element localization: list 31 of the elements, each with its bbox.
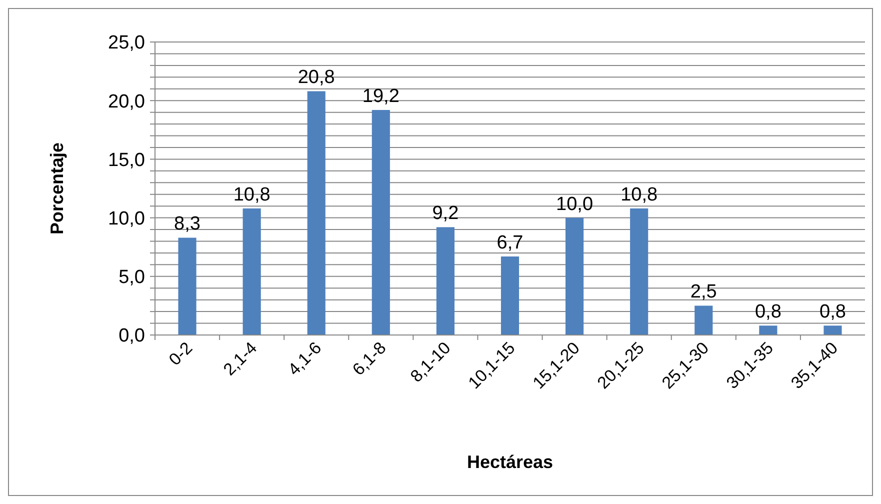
- data-label: 10,8: [233, 184, 270, 206]
- x-axis-title: Hectáreas: [466, 452, 554, 472]
- y-tick-label: 0,0: [118, 326, 145, 347]
- data-label: 0,8: [754, 302, 782, 323]
- bar: [824, 326, 842, 335]
- data-label: 2,5: [690, 282, 717, 303]
- data-label: 20,8: [298, 67, 335, 88]
- data-label: 10,8: [620, 184, 658, 206]
- y-axis-title: Porcentaje: [47, 142, 67, 235]
- y-tick-label: 10,0: [108, 208, 145, 230]
- data-label: 10,0: [556, 194, 594, 215]
- bar: [307, 91, 326, 335]
- data-label: 8,3: [174, 214, 200, 235]
- bar: [178, 238, 196, 335]
- bar: [500, 256, 520, 335]
- y-tick-label: 25,0: [108, 32, 145, 54]
- y-tick-label: 5,0: [118, 267, 145, 288]
- data-label: 19,2: [362, 86, 400, 107]
- data-label: 0,8: [820, 302, 846, 323]
- y-tick-label: 15,0: [108, 150, 145, 171]
- bar: [372, 110, 390, 335]
- bar: [694, 306, 713, 335]
- bar: [566, 218, 584, 335]
- bar: [436, 227, 454, 335]
- bar: [759, 326, 778, 335]
- data-label: 9,2: [432, 203, 459, 224]
- x-tick-label: 0-2: [165, 338, 196, 370]
- y-tick-label: 20,0: [108, 91, 145, 112]
- bar: [242, 208, 261, 335]
- data-label: 6,7: [496, 232, 524, 254]
- bar: [630, 208, 648, 335]
